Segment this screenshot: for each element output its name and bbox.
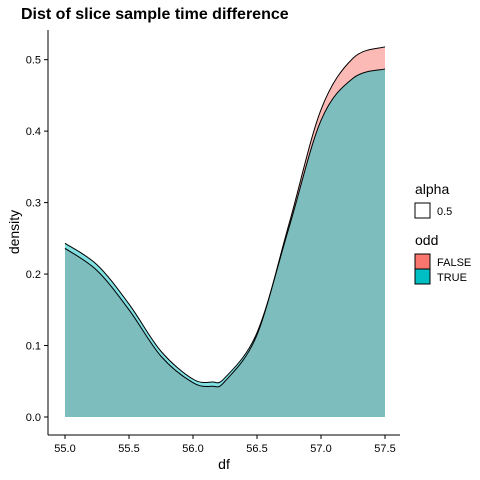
legend-key-true [414, 268, 431, 285]
x-tick-label: 55.0 [54, 443, 75, 455]
y-axis-label: density [6, 210, 22, 254]
y-tick-label: 0.5 [26, 55, 41, 67]
x-tick-label: 57.5 [374, 443, 395, 455]
legend-title-alpha: alpha [415, 181, 449, 197]
density-outline-true [64, 68, 386, 384]
x-tick-label: 55.5 [118, 443, 139, 455]
density-area-true [65, 68, 385, 417]
legend-key-false [414, 253, 431, 270]
y-tick-label: 0.2 [26, 269, 41, 281]
x-axis-label: df [218, 456, 230, 472]
chart-title: Dist of slice sample time difference [21, 6, 289, 23]
legend-key-alpha [414, 202, 431, 219]
legend-label-alpha: 0.5 [437, 206, 452, 218]
y-tick-label: 0.1 [26, 341, 41, 353]
x-tick-label: 56.0 [182, 443, 203, 455]
plot-area [64, 46, 386, 417]
y-tick-label: 0.4 [26, 126, 41, 138]
density-outline-false [64, 46, 386, 388]
legend-label-false: FALSE [437, 257, 471, 269]
y-tick-label: 0.0 [26, 412, 41, 424]
y-axis-ticks: 0.0 0.1 0.2 0.3 0.4 0.5 [26, 55, 48, 424]
legend-label-true: TRUE [437, 272, 467, 284]
legend-title-odd: odd [415, 232, 438, 248]
x-axis-ticks: 55.0 55.5 56.0 56.5 57.0 57.5 [54, 435, 396, 455]
legend: alpha 0.5 odd FALSE TRUE [414, 181, 471, 285]
x-tick-label: 57.0 [310, 443, 331, 455]
x-tick-label: 56.5 [246, 443, 267, 455]
y-tick-label: 0.3 [26, 198, 41, 210]
